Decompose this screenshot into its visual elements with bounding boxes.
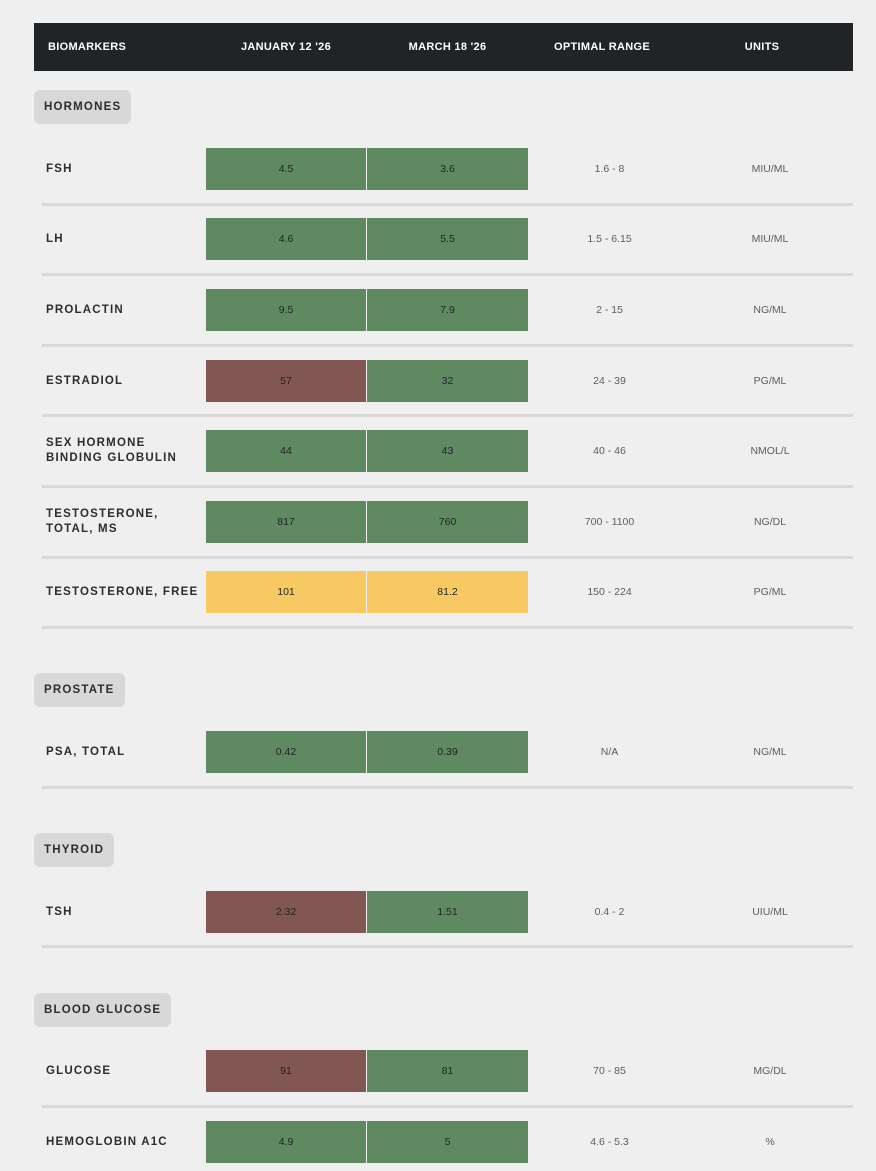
optimal-range: 700 - 1100	[584, 516, 635, 528]
row-divider	[42, 414, 853, 417]
row-divider	[42, 1105, 853, 1108]
row-divider	[42, 556, 853, 559]
header-units: UNITS	[744, 41, 780, 53]
table-row: GLUCOSE 91 81 70 - 85 MG/DL	[42, 1050, 853, 1092]
value-date-2: 5	[367, 1121, 528, 1163]
value-date-2: 5.5	[367, 218, 528, 260]
section-label-prostate: PROSTATE	[34, 673, 125, 707]
row-divider	[42, 945, 853, 948]
value-date-2: 7.9	[367, 289, 528, 331]
optimal-range: 70 - 85	[593, 1065, 626, 1077]
header-date-1: JANUARY 12 '26	[241, 41, 331, 53]
biomarker-label: HEMOGLOBIN A1C	[46, 1135, 168, 1148]
biomarker-label: LH	[46, 232, 64, 245]
table-row: PSA, TOTAL 0.42 0.39 N/A NG/ML	[42, 731, 853, 773]
value-date-1: 57	[206, 360, 366, 402]
table-row: PROLACTIN 9.5 7.9 2 - 15 NG/ML	[42, 289, 853, 331]
optimal-range: 24 - 39	[593, 375, 626, 387]
biomarker-label: PSA, TOTAL	[46, 745, 126, 758]
units: NG/ML	[753, 304, 787, 316]
units: NMOL/L	[750, 445, 790, 457]
units: MIU/ML	[751, 163, 789, 175]
table-row: SEX HORMONE BINDING GLOBULIN 44 43 40 - …	[42, 430, 853, 472]
biomarker-label: PROLACTIN	[46, 303, 124, 316]
value-date-2: 760	[367, 501, 528, 543]
table-row: TESTOSTERONE, TOTAL, MS 817 760 700 - 11…	[42, 501, 853, 543]
table-row: HEMOGLOBIN A1C 4.9 5 4.6 - 5.3 %	[42, 1121, 853, 1163]
optimal-range: 2 - 15	[596, 304, 623, 316]
table-row: TSH 2.32 1.51 0.4 - 2 UIU/ML	[42, 891, 853, 933]
optimal-range: 1.6 - 8	[594, 163, 625, 175]
biomarker-label: ESTRADIOL	[46, 374, 124, 387]
units: NG/DL	[753, 516, 787, 528]
table-row: TESTOSTERONE, FREE 101 81.2 150 - 224 PG…	[42, 571, 853, 613]
value-date-1: 2.32	[206, 891, 366, 933]
units: PG/ML	[753, 375, 787, 387]
value-date-2: 43	[367, 430, 528, 472]
row-divider	[42, 485, 853, 488]
units: MG/DL	[753, 1065, 787, 1077]
row-divider	[42, 344, 853, 347]
value-date-1: 0.42	[206, 731, 366, 773]
table-row: LH 4.6 5.5 1.5 - 6.15 MIU/ML	[42, 218, 853, 260]
optimal-range: N/A	[600, 746, 619, 758]
value-date-2: 81.2	[367, 571, 528, 613]
biomarker-label: TESTOSTERONE, TOTAL, MS	[46, 508, 159, 535]
optimal-range: 1.5 - 6.15	[587, 233, 632, 245]
optimal-range: 40 - 46	[593, 445, 626, 457]
table-header: BIOMARKERS JANUARY 12 '26 MARCH 18 '26 O…	[34, 23, 853, 71]
value-date-1: 817	[206, 501, 366, 543]
header-biomarkers: BIOMARKERS	[48, 41, 127, 53]
section-label-blood-glucose: BLOOD GLUCOSE	[34, 993, 172, 1027]
value-date-2: 3.6	[367, 148, 528, 190]
value-date-1: 44	[206, 430, 366, 472]
header-date-2: MARCH 18 '26	[408, 41, 487, 53]
row-divider	[42, 203, 853, 206]
value-date-1: 91	[206, 1050, 366, 1092]
optimal-range: 150 - 224	[587, 586, 632, 598]
section-label-thyroid: THYROID	[34, 833, 115, 867]
units: NG/ML	[753, 746, 787, 758]
biomarker-label: FSH	[46, 162, 73, 175]
units: MIU/ML	[751, 233, 789, 245]
header-optimal-range: OPTIMAL RANGE	[554, 41, 650, 53]
units: UIU/ML	[752, 906, 788, 918]
value-date-1: 101	[206, 571, 366, 613]
value-date-2: 81	[367, 1050, 528, 1092]
value-date-2: 0.39	[367, 731, 528, 773]
row-divider	[42, 626, 853, 629]
biomarker-label: SEX HORMONE BINDING GLOBULIN	[46, 437, 177, 464]
value-date-1: 4.6	[206, 218, 366, 260]
value-date-1: 4.9	[206, 1121, 366, 1163]
units: PG/ML	[753, 586, 787, 598]
table-row: ESTRADIOL 57 32 24 - 39 PG/ML	[42, 360, 853, 402]
table-row: FSH 4.5 3.6 1.6 - 8 MIU/ML	[42, 148, 853, 190]
row-divider	[42, 273, 853, 276]
optimal-range: 4.6 - 5.3	[590, 1136, 629, 1148]
value-date-1: 4.5	[206, 148, 366, 190]
value-date-2: 1.51	[367, 891, 528, 933]
biomarker-label: GLUCOSE	[46, 1064, 112, 1077]
biomarker-label: TESTOSTERONE, FREE	[46, 585, 199, 598]
value-date-2: 32	[367, 360, 528, 402]
section-label-hormones: HORMONES	[34, 90, 132, 124]
biomarker-label: TSH	[46, 905, 73, 918]
optimal-range: 0.4 - 2	[594, 906, 625, 918]
row-divider	[42, 786, 853, 789]
value-date-1: 9.5	[206, 289, 366, 331]
units: %	[765, 1136, 775, 1148]
